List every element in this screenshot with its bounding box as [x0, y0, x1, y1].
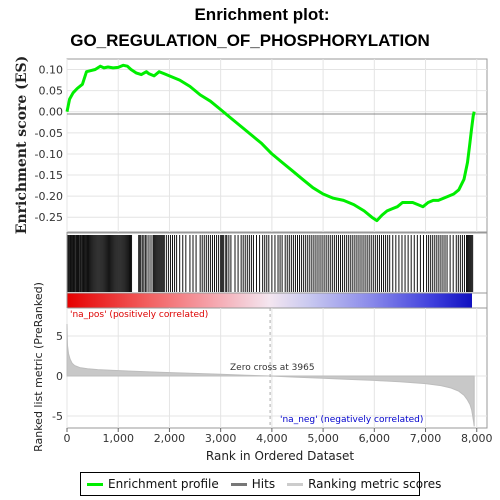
x-tick-label: 2,000	[154, 432, 186, 445]
metric-y-axis-label: Ranked list metric (PreRanked)	[32, 282, 45, 452]
es-y-tick-label: -0.25	[35, 211, 63, 224]
legend-label-hits: Hits	[251, 477, 276, 491]
es-y-tick-label: 0.00	[39, 106, 64, 119]
x-tick-label: 4,000	[256, 432, 288, 445]
x-tick-label: 6,000	[359, 432, 391, 445]
es-y-tick-label: 0.05	[39, 85, 64, 98]
legend-item-hits: Hits	[230, 477, 276, 491]
na-neg-annotation: 'na_neg' (negatively correlated)	[280, 415, 423, 425]
hits-marks	[67, 235, 474, 292]
metric-y-tick-labels: 5 0 -5	[52, 330, 63, 423]
x-tick-labels: 0 1,000 2,000 3,000 4,000 5,000 6,000 7,000 8,00…	[64, 428, 493, 445]
enrichment-profile-swatch-icon	[87, 482, 103, 486]
legend: Enrichment profile Hits Ranking metric s…	[80, 472, 441, 496]
x-tick-label: 1,000	[102, 432, 134, 445]
chart-title-line2: GO_REGULATION_OF_PHOSPHORYLATION	[70, 31, 430, 50]
es-y-tick-label: 0.10	[39, 64, 64, 77]
hits-swatch-icon	[230, 482, 247, 486]
x-tick-label: 0	[64, 432, 71, 445]
x-tick-label: 7,000	[410, 432, 442, 445]
enrichment-profile-line	[65, 63, 476, 223]
es-y-tick-labels: 0.10 0.05 0.00 -0.05 -0.10 -0.15 -0.20 -0.25	[35, 64, 63, 225]
ranking-metric-area	[66, 323, 475, 427]
enrichment-plot: Enrichment plot: GO_REGULATION_OF_PHOSPH…	[14, 5, 493, 463]
ranking-metric-swatch-icon	[287, 482, 304, 486]
es-y-tick-label: -0.15	[35, 169, 63, 182]
hits-panel	[66, 232, 488, 294]
x-tick-label: 8,000	[461, 432, 493, 445]
es-y-axis-label: Enrichment score (ES)	[14, 56, 30, 234]
zero-cross-annotation: Zero cross at 3965	[230, 363, 315, 373]
es-y-tick-label: -0.20	[35, 190, 63, 203]
es-grid	[66, 59, 487, 232]
legend-label-ranking-metric: Ranking metric scores	[308, 477, 442, 491]
legend-label-enrichment-profile: Enrichment profile	[108, 477, 219, 491]
es-y-tick-label: -0.05	[35, 127, 63, 140]
legend-item-ranking-metric: Ranking metric scores	[287, 477, 441, 491]
es-y-tick-label: -0.10	[35, 148, 63, 161]
ranking-color-bar	[67, 293, 472, 308]
x-tick-label: 3,000	[205, 432, 237, 445]
na-pos-annotation: 'na_pos' (positively correlated)	[70, 310, 208, 320]
metric-y-tick-label: 0	[56, 370, 63, 383]
metric-y-tick-label: -5	[52, 410, 63, 423]
metric-y-tick-label: 5	[56, 330, 63, 343]
chart-title-line1: Enrichment plot:	[194, 5, 329, 24]
legend-item-enrichment-profile: Enrichment profile	[87, 477, 219, 491]
x-axis-label: Rank in Ordered Dataset	[206, 449, 354, 463]
x-tick-label: 5,000	[307, 432, 339, 445]
